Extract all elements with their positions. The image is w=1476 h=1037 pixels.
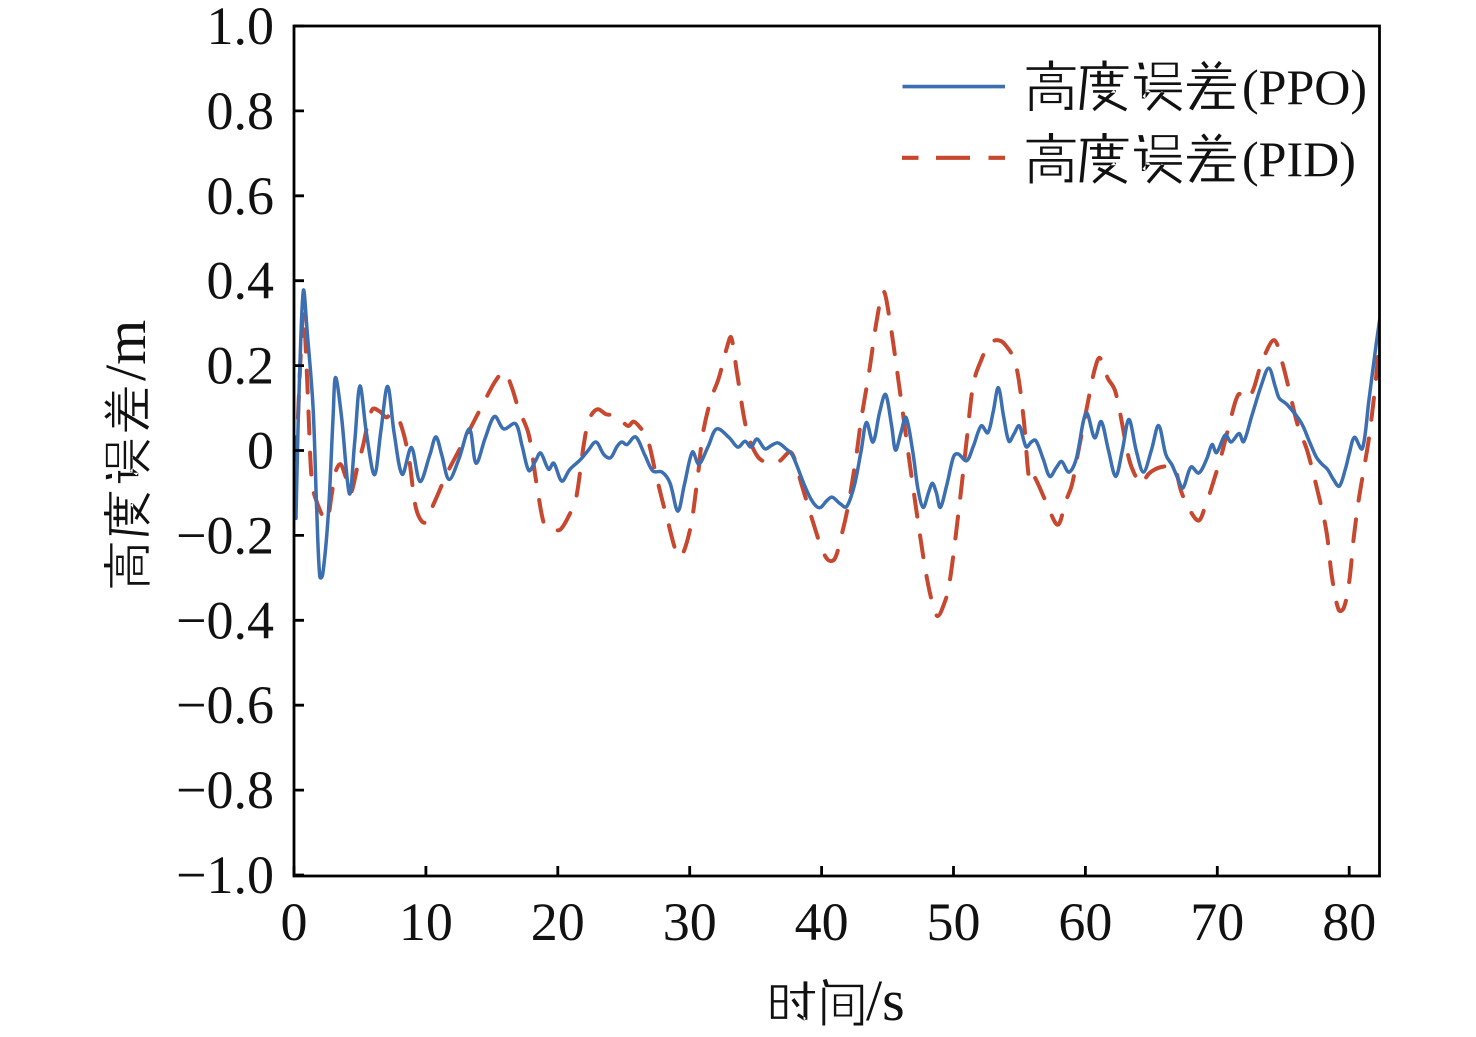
svg-text:−0.8: −0.8 [176, 760, 274, 820]
svg-text:−0.2: −0.2 [176, 505, 274, 565]
svg-text:(PPO): (PPO) [1242, 59, 1367, 115]
svg-text:10: 10 [399, 892, 453, 952]
svg-text:70: 70 [1190, 892, 1244, 952]
svg-text:20: 20 [531, 892, 585, 952]
svg-text:0.8: 0.8 [207, 81, 275, 141]
svg-text:/m: /m [93, 320, 158, 381]
svg-text:−1.0: −1.0 [176, 845, 274, 905]
svg-text:(PID): (PID) [1242, 131, 1356, 187]
svg-text:/s: /s [866, 968, 905, 1033]
svg-text:0.2: 0.2 [207, 336, 275, 396]
svg-text:−0.4: −0.4 [176, 590, 274, 650]
svg-text:30: 30 [663, 892, 717, 952]
svg-text:0.6: 0.6 [207, 166, 275, 226]
svg-text:80: 80 [1322, 892, 1376, 952]
svg-text:50: 50 [927, 892, 981, 952]
svg-text:0: 0 [281, 892, 308, 952]
svg-text:40: 40 [795, 892, 849, 952]
svg-text:0.4: 0.4 [207, 251, 275, 311]
svg-text:60: 60 [1058, 892, 1112, 952]
svg-text:1.0: 1.0 [207, 0, 275, 56]
svg-text:0: 0 [247, 421, 274, 481]
svg-text:−0.6: −0.6 [176, 675, 274, 735]
